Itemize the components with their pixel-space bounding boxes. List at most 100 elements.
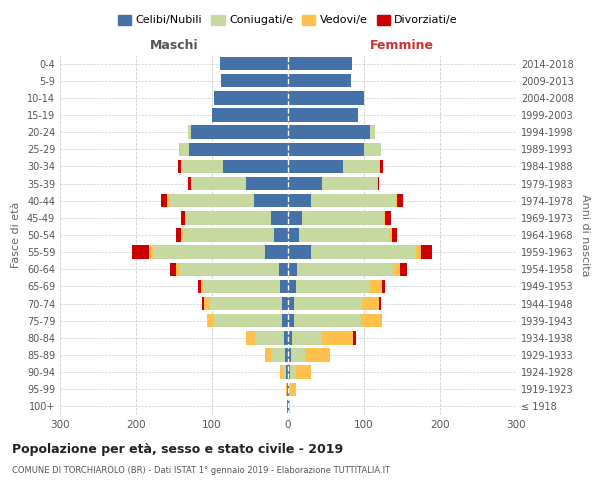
Bar [256, 331, 284, 344]
Bar [288, 280, 296, 293]
Bar [185, 211, 186, 224]
Bar [286, 382, 287, 396]
Bar [379, 297, 381, 310]
Bar [291, 348, 305, 362]
Bar [286, 366, 288, 379]
Bar [288, 211, 302, 224]
Bar [186, 211, 271, 224]
Bar [385, 211, 391, 224]
Bar [188, 126, 191, 139]
Bar [183, 228, 274, 241]
Bar [246, 331, 256, 344]
Bar [285, 348, 288, 362]
Bar [296, 280, 370, 293]
Bar [380, 160, 383, 173]
Bar [397, 194, 403, 207]
Bar [282, 297, 288, 310]
Bar [288, 228, 299, 241]
Bar [382, 280, 385, 293]
Bar [283, 366, 286, 379]
Bar [197, 280, 200, 293]
Bar [210, 297, 282, 310]
Bar [311, 246, 416, 259]
Bar [203, 297, 210, 310]
Bar [274, 228, 288, 241]
Bar [297, 262, 394, 276]
Bar [188, 177, 191, 190]
Bar [288, 91, 364, 104]
Bar [416, 246, 421, 259]
Bar [287, 400, 288, 413]
Text: Maschi: Maschi [149, 38, 199, 52]
Bar [362, 297, 379, 310]
Bar [320, 331, 353, 344]
Bar [181, 228, 183, 241]
Bar [182, 160, 223, 173]
Bar [370, 280, 382, 293]
Bar [191, 126, 288, 139]
Bar [208, 314, 214, 328]
Bar [223, 160, 288, 173]
Bar [153, 246, 265, 259]
Bar [161, 194, 167, 207]
Bar [353, 331, 356, 344]
Bar [189, 142, 288, 156]
Bar [400, 262, 407, 276]
Bar [421, 246, 431, 259]
Bar [396, 194, 397, 207]
Bar [179, 142, 180, 156]
Bar [167, 194, 169, 207]
Text: Femmine: Femmine [370, 38, 434, 52]
Bar [271, 348, 285, 362]
Bar [288, 126, 370, 139]
Bar [294, 297, 362, 310]
Bar [296, 366, 311, 379]
Bar [377, 177, 379, 190]
Bar [288, 366, 290, 379]
Bar [191, 177, 246, 190]
Bar [180, 262, 279, 276]
Bar [299, 228, 389, 241]
Bar [200, 280, 205, 293]
Bar [364, 142, 381, 156]
Bar [394, 262, 400, 276]
Bar [170, 262, 176, 276]
Bar [265, 348, 271, 362]
Bar [202, 297, 203, 310]
Text: Popolazione per età, sesso e stato civile - 2019: Popolazione per età, sesso e stato civil… [12, 442, 343, 456]
Bar [288, 331, 292, 344]
Bar [370, 126, 376, 139]
Bar [282, 314, 288, 328]
Bar [178, 160, 181, 173]
Bar [288, 382, 289, 396]
Y-axis label: Anni di nascita: Anni di nascita [580, 194, 590, 276]
Bar [292, 331, 320, 344]
Bar [288, 194, 311, 207]
Bar [290, 366, 296, 379]
Bar [205, 280, 280, 293]
Bar [288, 400, 289, 413]
Bar [294, 314, 361, 328]
Bar [280, 280, 288, 293]
Y-axis label: Fasce di età: Fasce di età [11, 202, 21, 268]
Bar [288, 160, 343, 173]
Bar [176, 228, 181, 241]
Bar [290, 382, 296, 396]
Bar [384, 211, 385, 224]
Bar [181, 160, 182, 173]
Bar [180, 142, 189, 156]
Bar [265, 246, 288, 259]
Bar [389, 228, 392, 241]
Bar [288, 262, 297, 276]
Text: COMUNE DI TORCHIAROLO (BR) - Dati ISTAT 1° gennaio 2019 - Elaborazione TUTTITALI: COMUNE DI TORCHIAROLO (BR) - Dati ISTAT … [12, 466, 390, 475]
Bar [181, 211, 185, 224]
Bar [287, 382, 288, 396]
Bar [149, 246, 153, 259]
Bar [302, 211, 384, 224]
Bar [288, 314, 294, 328]
Bar [214, 91, 288, 104]
Bar [214, 314, 282, 328]
Bar [288, 142, 364, 156]
Bar [288, 246, 311, 259]
Bar [279, 262, 288, 276]
